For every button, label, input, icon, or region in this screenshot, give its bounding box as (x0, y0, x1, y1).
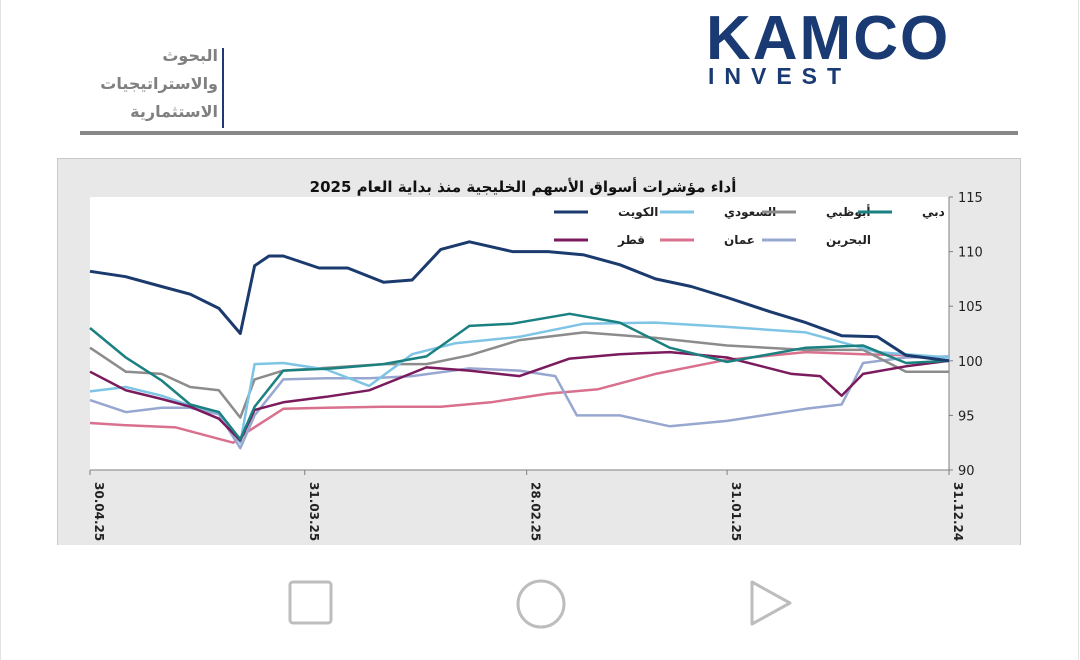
series-lines (89, 240, 950, 450)
x-tick-label: 28.02.25 (529, 482, 543, 541)
chart-title: أداء مؤشرات أسواق الأسهم الخليجية منذ بد… (310, 177, 737, 196)
department-line: البحوث (162, 46, 218, 65)
legend-label: الكويت (618, 205, 658, 220)
y-tick-label: 95 (958, 409, 975, 424)
legend-label: السعودي (724, 205, 776, 220)
department-name: البحوث والاستراتيجيات الاستثمارية (100, 42, 218, 126)
series-line (89, 355, 950, 450)
x-axis: 31.12.24 31.01.25 28.02.25 31.03.25 30.04.25 (89, 469, 965, 541)
legend-label: قطر (617, 233, 645, 247)
series-line (89, 350, 950, 442)
line-chart: أداء مؤشرات أسواق الأسهم الخليجية منذ بد… (89, 177, 983, 541)
page-left-edge (0, 0, 1, 660)
legend-label: أبوظبي (826, 204, 870, 220)
department-line: والاستراتيجيات (100, 74, 218, 93)
header-divider (80, 131, 1018, 135)
x-tick-label: 30.04.25 (92, 482, 106, 541)
brand-logo: KAMCO (706, 4, 951, 73)
y-tick-label: 110 (958, 246, 983, 261)
triangle-icon (750, 580, 792, 626)
series-line (89, 312, 950, 441)
y-tick-label: 115 (958, 191, 983, 206)
series-line (89, 350, 950, 444)
page-right-edge (1078, 0, 1079, 660)
x-tick-label: 31.12.24 (951, 482, 965, 541)
square-icon (288, 580, 333, 625)
android-navigation-bar (0, 560, 1080, 650)
x-tick-label: 31.01.25 (729, 482, 743, 541)
brand-logo-subtitle: INVEST (708, 63, 852, 89)
legend: الكويت السعودي أبوظبي دبي قطر عمان البحرين (554, 204, 945, 247)
legend-label: دبي (922, 205, 945, 219)
y-axis: 90 95 100 105 110 115 (948, 191, 983, 479)
y-tick-label: 100 (958, 355, 983, 370)
y-tick-label: 105 (958, 300, 983, 315)
chart-frame: أداء مؤشرات أسواق الأسهم الخليجية منذ بد… (57, 158, 1021, 545)
department-line: الاستثمارية (130, 102, 218, 121)
home-button[interactable] (513, 576, 569, 632)
legend-label: عمان (724, 233, 755, 247)
header-vertical-divider (222, 48, 224, 128)
back-button[interactable] (746, 578, 796, 628)
circle-icon (516, 579, 566, 629)
x-tick-label: 31.03.25 (307, 482, 321, 541)
recent-apps-button[interactable] (286, 578, 336, 628)
legend-label: البحرين (826, 233, 871, 247)
plot-area (90, 197, 949, 470)
y-tick-label: 90 (958, 464, 975, 479)
series-line (89, 240, 950, 363)
